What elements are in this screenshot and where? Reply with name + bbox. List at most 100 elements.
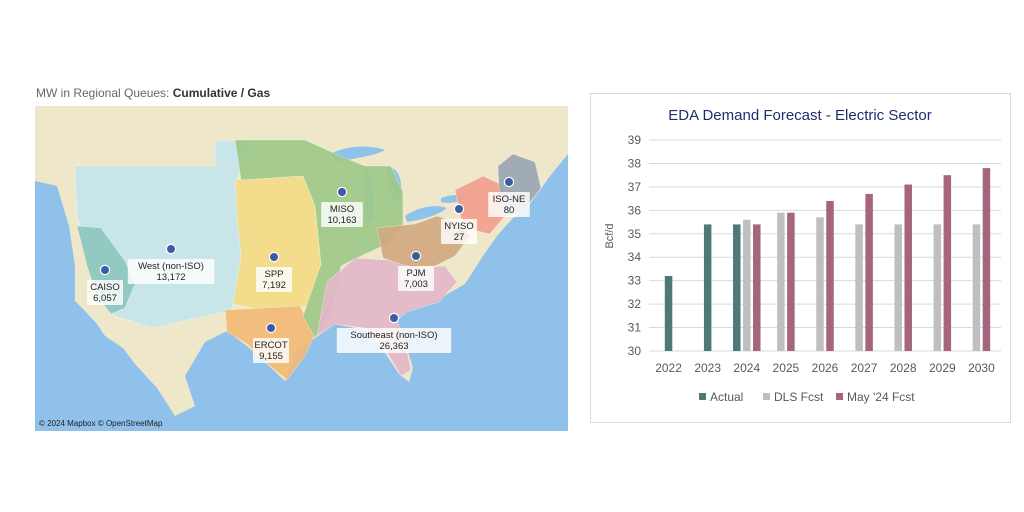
marker-dot-west-non-iso[interactable] [165,243,177,255]
demand-forecast-chart: EDA Demand Forecast - Electric Sector Bc… [604,107,1001,404]
y-tick-label: 38 [628,156,642,170]
marker-dot-nyiso[interactable] [453,203,465,215]
legend-label: May '24 Fcst [847,390,915,404]
marker-dot-ercot[interactable] [265,322,277,334]
marker-dot-miso[interactable] [336,186,348,198]
legend-swatch [836,393,843,400]
region-name-southeast-non-iso: Southeast (non-ISO) [350,330,437,341]
y-tick-label: 30 [628,344,642,358]
map-title-prefix: MW in Regional Queues: [36,86,170,100]
chart-panel: EDA Demand Forecast - Electric Sector Bc… [590,93,1011,423]
bar-dls-fcst-2025 [777,212,785,351]
marker-dot-southeast-non-iso[interactable] [388,312,400,324]
x-tick-label: 2022 [655,361,682,375]
y-tick-label: 36 [628,203,642,217]
y-axis-label: Bcf/d [604,223,616,248]
legend-item-actual: Actual [699,390,743,404]
bar-dls-fcst-2024 [743,219,751,351]
bar-dls-fcst-2027 [855,224,863,351]
map-title-filter[interactable]: Cumulative / Gas [172,86,271,100]
bar-actual-2024 [733,224,741,351]
legend-label: Actual [710,390,743,404]
legend: Actual DLS Fcst May '24 Fcst [699,390,915,404]
bar-actual-2022 [664,275,673,351]
bar-may-24-fcst-2025 [787,212,795,351]
marker-dot-pjm[interactable] [410,250,422,262]
region-name-ercot: ERCOT [254,340,287,351]
label-box-nyiso [441,219,477,244]
region-value-ercot: 9,155 [259,351,283,362]
label-box-southeast-non-iso [336,328,452,353]
region-name-west-non-iso: West (non-ISO) [138,261,204,272]
x-tick-label: 2025 [773,361,800,375]
legend-label: DLS Fcst [774,390,824,404]
region-value-caiso: 6,057 [93,293,117,304]
bar-may-24-fcst-2027 [865,193,873,351]
label-box-caiso [87,280,123,305]
region-value-nyiso: 27 [454,232,465,243]
label-box-iso-ne [488,192,530,217]
label-box-spp [256,267,292,292]
label-box-miso [321,202,363,227]
y-tick-label: 31 [628,321,642,335]
marker-dot-iso-ne[interactable] [503,176,515,188]
bar-dls-fcst-2026 [816,217,824,351]
bar-may-24-fcst-2024 [753,224,761,351]
map-panel[interactable]: CAISO 6,057 West (non-ISO) 13,172 SPP 7,192 ER… [35,106,568,431]
region-value-southeast-non-iso: 26,363 [379,341,408,352]
map-attribution[interactable]: © 2024 Mapbox © OpenStreetMap [39,419,163,428]
y-tick-label: 34 [628,250,642,264]
region-name-pjm: PJM [407,268,426,279]
x-tick-label: 2023 [694,361,721,375]
marker-dot-spp[interactable] [268,251,280,263]
legend-item-may-24-fcst: May '24 Fcst [836,390,915,404]
label-box-west-non-iso [127,259,215,284]
x-tick-label: 2027 [851,361,878,375]
x-tick-label: 2024 [733,361,760,375]
bar-dls-fcst-2028 [894,224,902,351]
bars [664,168,991,351]
legend-swatch [699,393,706,400]
x-tick-label: 2028 [890,361,917,375]
label-box-ercot [253,338,289,363]
bar-may-24-fcst-2029 [943,175,952,351]
x-tick-labels: 2022 2023 2024 2025 2026 2027 2028 2029 2030 [655,361,995,375]
bar-may-24-fcst-2030 [982,168,991,351]
marker-dot-caiso[interactable] [99,264,111,276]
x-tick-label: 2029 [929,361,956,375]
y-tick-label: 37 [628,180,642,194]
region-name-miso: MISO [330,204,354,215]
region-name-caiso: CAISO [90,282,120,293]
y-tick-label: 32 [628,297,642,311]
label-box-pjm [398,266,434,291]
region-name-nyiso: NYISO [444,221,474,232]
region-marker-southeast-non-iso[interactable]: Southeast (non-ISO)26,363 [336,312,452,353]
y-tick-label: 35 [628,227,642,241]
x-tick-label: 2030 [968,361,995,375]
bar-dls-fcst-2030 [972,224,981,351]
region-value-miso: 10,163 [327,215,356,226]
x-tick-label: 2026 [812,361,839,375]
region-value-spp: 7,192 [262,280,286,291]
region-value-pjm: 7,003 [404,279,428,290]
bar-actual-2023 [703,224,712,351]
legend-swatch [763,393,770,400]
region-value-iso-ne: 80 [504,205,515,216]
bar-dls-fcst-2029 [933,224,942,351]
region-marker-west-non-iso[interactable]: West (non-ISO)13,172 [127,243,215,284]
y-tick-label: 39 [628,133,642,147]
y-tick-labels: 30 31 32 33 34 35 36 37 38 39 [628,133,642,358]
y-tick-label: 33 [628,274,642,288]
bar-may-24-fcst-2026 [826,200,834,351]
region-name-spp: SPP [264,269,283,280]
chart-title: EDA Demand Forecast - Electric Sector [668,107,931,124]
